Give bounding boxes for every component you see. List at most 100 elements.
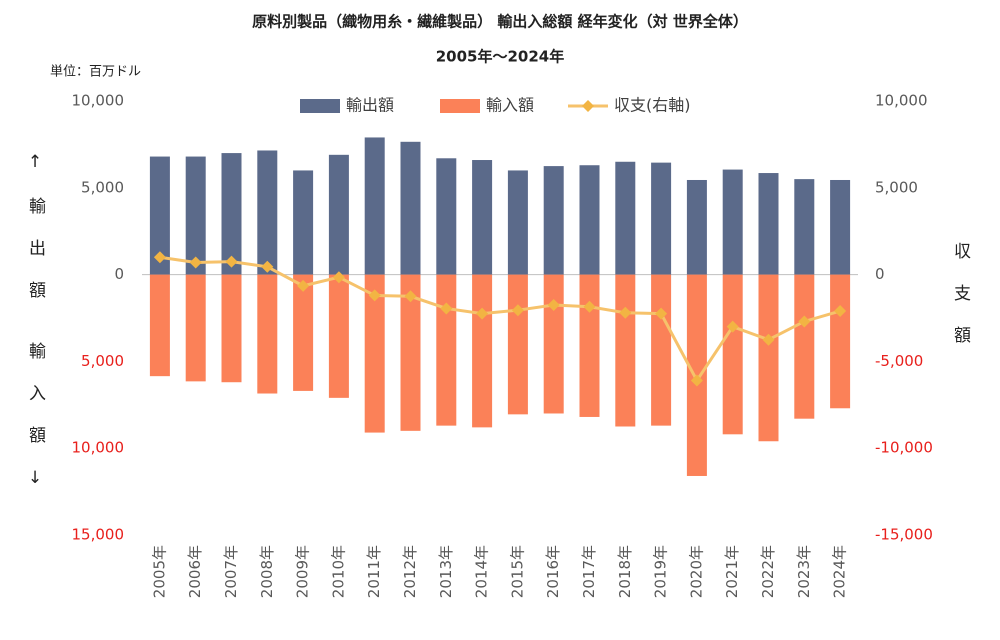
bar	[794, 274, 815, 419]
chart-subtitle: 2005年～2024年	[436, 48, 565, 66]
x-tick-label: 2006年	[186, 545, 204, 598]
bar	[615, 161, 636, 275]
x-tick-label: 2017年	[580, 545, 598, 598]
bar	[293, 274, 314, 391]
x-tick-label: 2021年	[723, 545, 741, 598]
marker	[834, 305, 847, 318]
y2-tick-label: -5,000	[875, 352, 923, 370]
bar	[436, 158, 457, 275]
bar	[543, 274, 564, 414]
legend-label: 輸出額	[346, 96, 394, 115]
x-tick-label: 2005年	[150, 545, 168, 598]
y-axis-title: ↑輸出額	[25, 152, 46, 323]
y2-tick-label: 5,000	[875, 178, 918, 196]
marker	[153, 251, 166, 264]
x-tick-label: 2012年	[401, 545, 419, 598]
x-tick-label: 2013年	[437, 545, 455, 598]
y-tick-label: 10,000	[72, 439, 125, 457]
bar	[686, 179, 707, 275]
bar	[758, 274, 779, 442]
y-tick-label: 0	[114, 265, 124, 283]
bar	[257, 274, 278, 394]
marker	[511, 304, 524, 317]
bar	[615, 274, 636, 427]
y-tick-label: 15,000	[72, 526, 125, 544]
marker	[189, 256, 202, 269]
x-tick-label: 2008年	[258, 545, 276, 598]
marker	[583, 300, 596, 313]
x-tick-label: 2011年	[365, 545, 383, 598]
bar	[400, 141, 421, 275]
bar	[221, 274, 242, 383]
x-tick-label: 2022年	[759, 545, 777, 598]
y2-tick-label: 0	[875, 265, 885, 283]
x-tick-label: 2018年	[616, 545, 634, 598]
bar	[543, 166, 564, 275]
marker	[404, 290, 417, 303]
bar	[579, 165, 600, 275]
y2-tick-label: 10,000	[875, 92, 928, 110]
marker	[297, 279, 310, 292]
bar	[293, 170, 314, 275]
unit-label: 単位：百万ドル	[50, 64, 141, 80]
y2-axis-title: 収支額	[950, 242, 971, 368]
y-tick-label: 10,000	[72, 92, 125, 110]
marker	[726, 320, 739, 333]
x-tick-label: 2009年	[294, 545, 312, 598]
bar	[830, 179, 851, 275]
bar	[722, 274, 743, 435]
marker	[368, 289, 381, 302]
legend-swatch	[300, 99, 340, 113]
bar	[651, 274, 672, 426]
bar	[507, 170, 528, 275]
x-tick-label: 2014年	[473, 545, 491, 598]
bar	[758, 173, 779, 275]
x-tick-label: 2016年	[544, 545, 562, 598]
bar	[149, 274, 170, 377]
bar	[400, 274, 421, 431]
marker	[798, 315, 811, 328]
bar	[507, 274, 528, 415]
marker	[619, 306, 632, 319]
bar	[830, 274, 851, 409]
marker	[690, 374, 703, 387]
marker	[225, 255, 238, 268]
legend-label: 収支(右軸)	[614, 96, 691, 115]
marker	[332, 271, 345, 284]
marker	[261, 260, 274, 273]
marker	[476, 307, 489, 320]
x-tick-label: 2020年	[687, 545, 705, 598]
bar	[651, 162, 672, 275]
y-axis-title: 輸入額↓	[25, 342, 46, 513]
bar	[328, 274, 349, 398]
bar	[472, 160, 493, 275]
bar	[149, 156, 170, 275]
legend-swatch	[582, 100, 594, 112]
chart-title: 原料別製品（織物用糸・繊維製品） 輸出入総額 経年変化（対 世界全体）	[252, 13, 748, 31]
y2-tick-label: -10,000	[875, 439, 933, 457]
x-tick-label: 2023年	[795, 545, 813, 598]
bar	[221, 153, 242, 275]
legend-swatch	[440, 99, 480, 113]
bar	[722, 169, 743, 275]
legend-label: 輸入額	[486, 96, 534, 115]
bar	[185, 156, 206, 275]
marker	[762, 333, 775, 346]
marker	[547, 298, 560, 311]
bar	[579, 274, 600, 417]
bar	[364, 137, 385, 275]
bar	[472, 274, 493, 428]
x-tick-label: 2010年	[329, 545, 347, 598]
bar	[436, 274, 457, 426]
x-tick-label: 2024年	[831, 545, 849, 598]
bar	[794, 179, 815, 275]
marker	[440, 302, 453, 315]
bar	[364, 274, 385, 433]
y2-tick-label: -15,000	[875, 526, 933, 544]
x-tick-label: 2007年	[222, 545, 240, 598]
line	[159, 255, 841, 384]
bar	[185, 274, 206, 382]
x-tick-label: 2019年	[652, 545, 670, 598]
y-tick-label: 5,000	[81, 178, 124, 196]
